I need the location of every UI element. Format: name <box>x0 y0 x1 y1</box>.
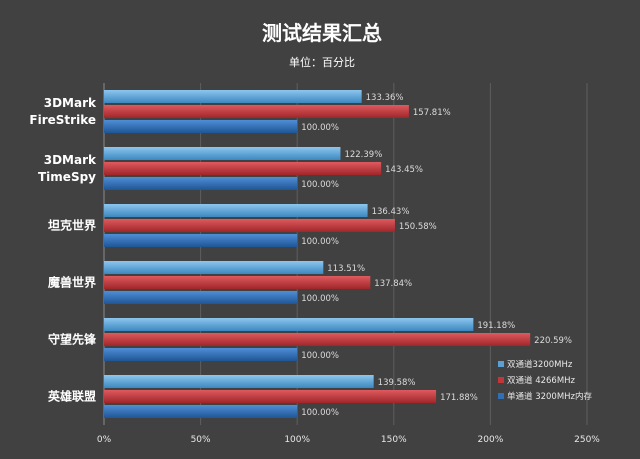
legend-swatch <box>498 361 504 367</box>
bar <box>104 318 474 331</box>
bar <box>104 162 382 175</box>
data-label: 143.45% <box>385 165 423 175</box>
category-label: 魔兽世界 <box>48 275 96 290</box>
chart-subtitle: 单位：百分比 <box>289 55 355 69</box>
data-label: 133.36% <box>366 93 404 103</box>
chart-title: 测试结果汇总 <box>262 21 382 45</box>
data-label: 122.39% <box>344 150 382 160</box>
data-label: 220.59% <box>534 336 572 346</box>
bar <box>104 147 341 160</box>
bar <box>104 219 395 232</box>
bar <box>104 234 298 247</box>
x-tick-label: 0% <box>97 435 112 445</box>
category-label: 英雄联盟 <box>48 389 96 404</box>
bar <box>104 204 368 217</box>
data-label: 139.58% <box>378 378 416 388</box>
bar <box>104 177 298 190</box>
data-label: 137.84% <box>374 279 412 289</box>
data-label: 100.00% <box>301 408 339 418</box>
data-label: 100.00% <box>301 237 339 247</box>
data-label: 136.43% <box>372 207 410 217</box>
data-label: 157.81% <box>413 108 451 118</box>
bar <box>104 105 409 118</box>
category-label: 坦克世界 <box>48 218 96 233</box>
legend-label: 单通道 3200MHz内存 <box>507 391 593 402</box>
bar <box>104 375 374 388</box>
category-label: TimeSpy <box>38 170 96 184</box>
data-label: 171.88% <box>440 393 478 403</box>
category-label: 守望先锋 <box>48 332 97 347</box>
data-label: 191.18% <box>477 321 515 331</box>
legend-swatch <box>498 377 504 383</box>
bar <box>104 291 298 304</box>
bar <box>104 90 362 103</box>
data-label: 100.00% <box>301 294 339 304</box>
x-tick-label: 200% <box>478 435 504 445</box>
x-tick-label: 250% <box>574 435 600 445</box>
data-label: 150.58% <box>399 222 437 232</box>
category-label: FireStrike <box>29 113 96 127</box>
bar <box>104 405 298 418</box>
data-label: 100.00% <box>301 351 339 361</box>
legend-label: 双通道 4266MHz <box>507 375 576 386</box>
x-tick-label: 150% <box>381 435 407 445</box>
data-label: 113.51% <box>327 264 365 274</box>
category-label: 3DMark <box>44 153 97 167</box>
bar <box>104 348 298 361</box>
bar <box>104 333 531 346</box>
legend-swatch <box>498 393 504 399</box>
bar <box>104 390 437 403</box>
bar <box>104 261 324 274</box>
data-label: 100.00% <box>301 180 339 190</box>
legend-label: 双通道3200MHz <box>507 359 573 370</box>
x-tick-label: 50% <box>191 435 211 445</box>
category-label: 3DMark <box>44 96 97 110</box>
bar <box>104 276 371 289</box>
bar <box>104 120 298 133</box>
data-label: 100.00% <box>301 123 339 133</box>
x-tick-label: 100% <box>284 435 310 445</box>
